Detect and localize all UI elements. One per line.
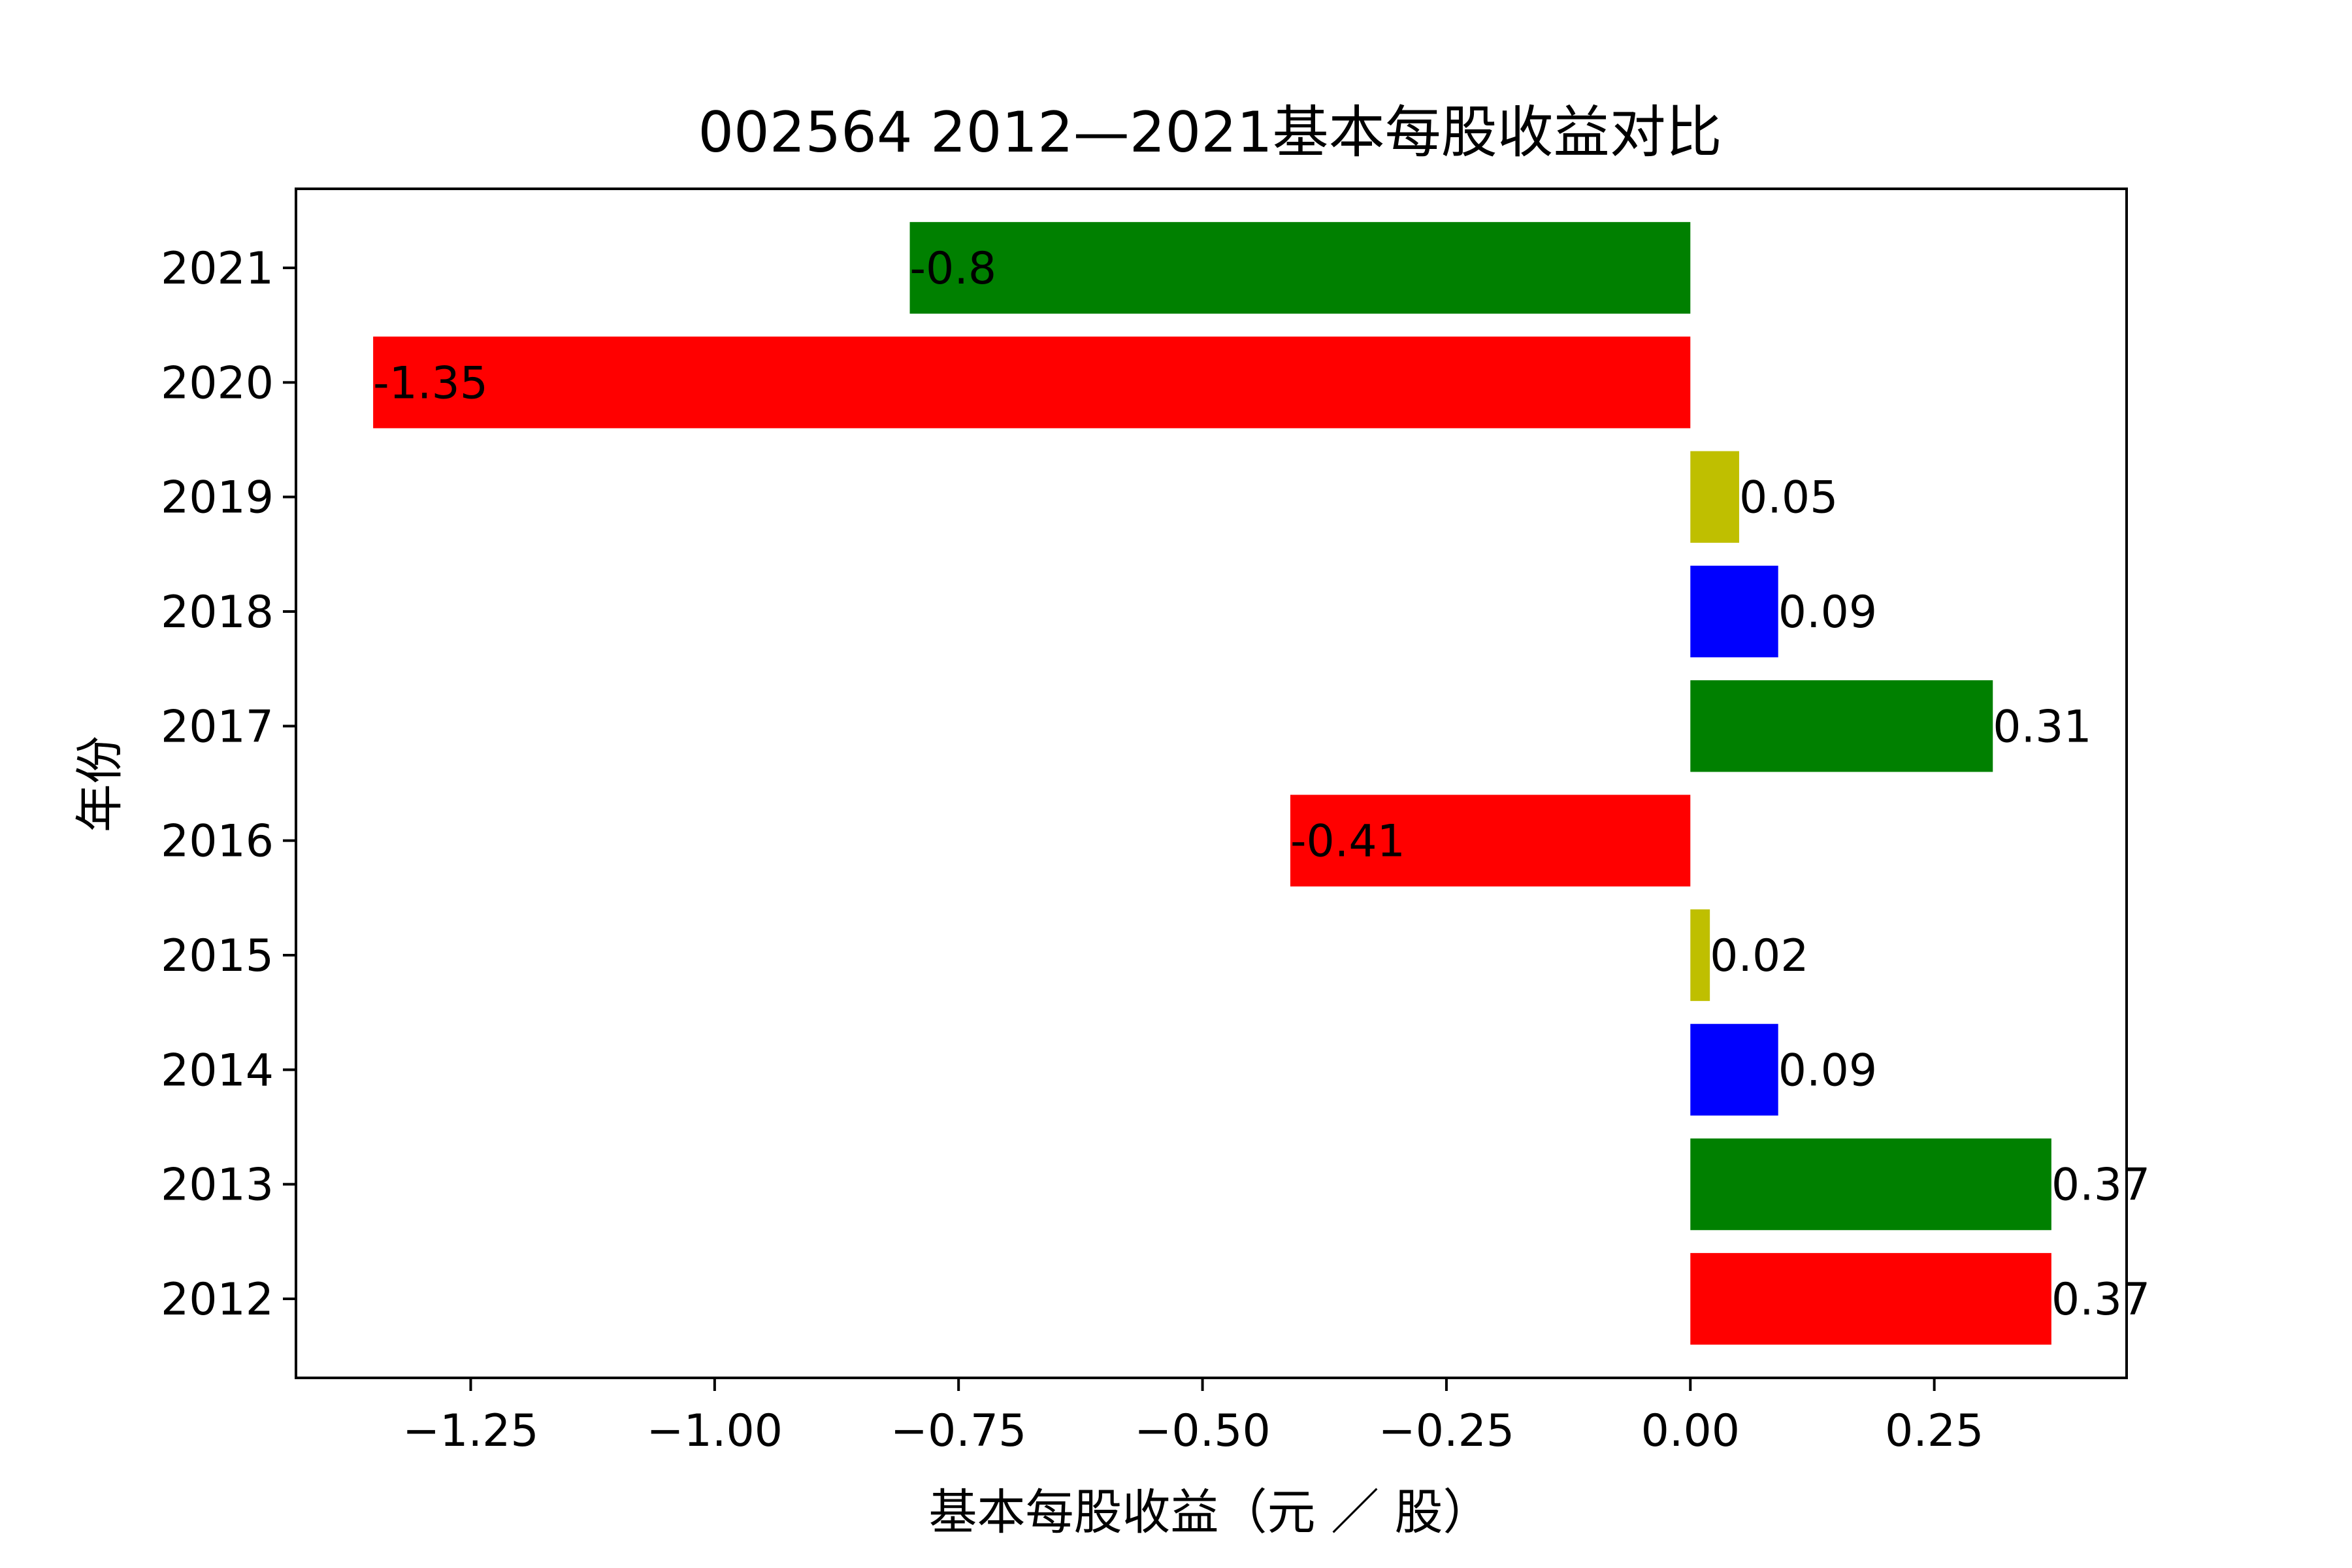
x-tick-label-4: −0.25 — [1379, 1405, 1514, 1457]
bars-group — [373, 221, 2051, 1345]
x-axis-label: 基本每股收益（元 ／ 股） — [928, 1484, 1491, 1541]
y-tick-label-2016: 2016 — [161, 816, 274, 868]
plot-frame — [295, 188, 2128, 1379]
data-label-2017: 0.31 — [1993, 701, 2091, 753]
x-tick-label-1: −1.00 — [647, 1405, 783, 1457]
y-tick-label-2014: 2014 — [161, 1045, 274, 1096]
data-label-2014: 0.09 — [1778, 1045, 1877, 1096]
bar-2017 — [1690, 680, 1993, 772]
bar-2013 — [1690, 1138, 2051, 1230]
y-tick-label-2017: 2017 — [161, 701, 274, 753]
y-tick-label-2013: 2013 — [161, 1160, 274, 1211]
bar-2015 — [1690, 909, 1710, 1002]
data-label-2021: -0.8 — [910, 243, 997, 295]
bar-2019 — [1690, 451, 1739, 543]
data-label-2016: -0.41 — [1290, 816, 1405, 868]
bar-2012 — [1690, 1252, 2051, 1345]
data-label-2012: 0.37 — [2051, 1274, 2150, 1326]
bar-2021 — [909, 221, 1691, 314]
y-tick-label-2021: 2021 — [161, 243, 274, 295]
data-label-2018: 0.09 — [1778, 587, 1877, 638]
chart-title: 002564 2012—2021基本每股收益对比 — [698, 100, 1722, 165]
y-tick-label-2020: 2020 — [161, 357, 274, 409]
y-axis-label: 年份 — [72, 736, 128, 832]
data-label-2013: 0.37 — [2051, 1160, 2150, 1211]
bar-2014 — [1690, 1024, 1778, 1116]
y-tick-label-2019: 2019 — [161, 472, 274, 524]
x-tick-label-3: −0.50 — [1134, 1405, 1270, 1457]
data-label-2019: 0.05 — [1739, 472, 1838, 524]
bar-2020 — [373, 336, 1691, 429]
x-tick-label-0: −1.25 — [402, 1405, 538, 1457]
y-tick-label-2018: 2018 — [161, 587, 274, 638]
bar-2016 — [1290, 794, 1691, 887]
y-tick-label-2012: 2012 — [161, 1274, 274, 1326]
x-tick-label-5: 0.00 — [1641, 1405, 1740, 1457]
data-labels: 0.37 0.37 0.09 0.02 -0.41 0.31 0.09 0.05 -1.35 -0… — [373, 243, 2150, 1326]
data-label-2020: -1.35 — [373, 357, 488, 409]
y-tick-labels: 2012 2013 2014 2015 2016 2017 2018 2019 2020 2021 — [161, 243, 296, 1326]
x-tick-label-6: 0.25 — [1885, 1405, 1984, 1457]
bar-2018 — [1690, 565, 1778, 658]
y-tick-label-2015: 2015 — [161, 930, 274, 982]
x-tick-label-2: −0.75 — [890, 1405, 1026, 1457]
data-label-2015: 0.02 — [1710, 930, 1808, 982]
x-tick-labels: −1.25 −1.00 −0.75 −0.50 −0.25 0.00 0.25 — [402, 1378, 1984, 1457]
